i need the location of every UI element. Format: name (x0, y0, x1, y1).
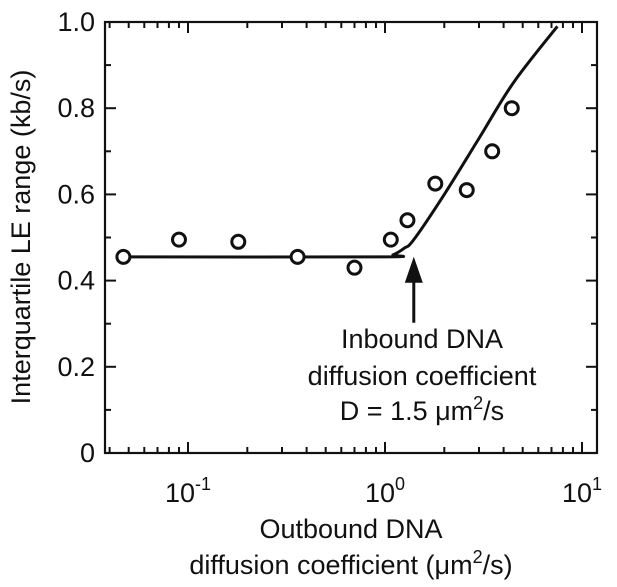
data-point (399, 212, 416, 229)
x-tick-label: 101 (562, 474, 602, 508)
data-point (170, 231, 187, 248)
annotation: Inbound DNA diffusion coefficient D = 1.… (308, 256, 537, 426)
data-point (115, 248, 132, 265)
y-tick-label: 0.4 (57, 266, 95, 296)
data-point (289, 248, 306, 265)
annotation-line1: Inbound DNA (341, 324, 503, 354)
fit-line (119, 25, 559, 259)
data-point (427, 175, 444, 192)
y-tick-label: 0.2 (57, 352, 95, 382)
x-tick-labels: 10-1 100 101 (165, 474, 602, 508)
annotation-line3: D = 1.5 μm2/s (340, 393, 504, 426)
data-points (115, 100, 520, 276)
y-axis-label: Interquartile LE range (kb/s) (6, 70, 36, 405)
axis-ticks (105, 21, 597, 454)
data-point (484, 143, 501, 160)
data-point (346, 259, 363, 276)
x-tick-label: 10-1 (165, 474, 211, 508)
data-point (230, 233, 247, 250)
data-point (382, 231, 399, 248)
x-axis-label-line1: Outbound DNA (259, 514, 442, 544)
y-tick-label: 1.0 (57, 7, 95, 37)
data-point (458, 182, 475, 199)
annotation-arrow-head (404, 256, 423, 283)
x-axis-label-line2: diffusion coefficient (μm2/s) (189, 547, 512, 580)
y-tick-labels: 0 0.2 0.4 0.6 0.8 1.0 (57, 7, 95, 468)
y-tick-label: 0.6 (57, 179, 95, 209)
y-tick-label: 0.8 (57, 93, 95, 123)
annotation-line2: diffusion coefficient (308, 361, 537, 391)
data-point (503, 100, 520, 117)
y-tick-label: 0 (80, 438, 95, 468)
x-tick-label: 100 (365, 474, 405, 508)
